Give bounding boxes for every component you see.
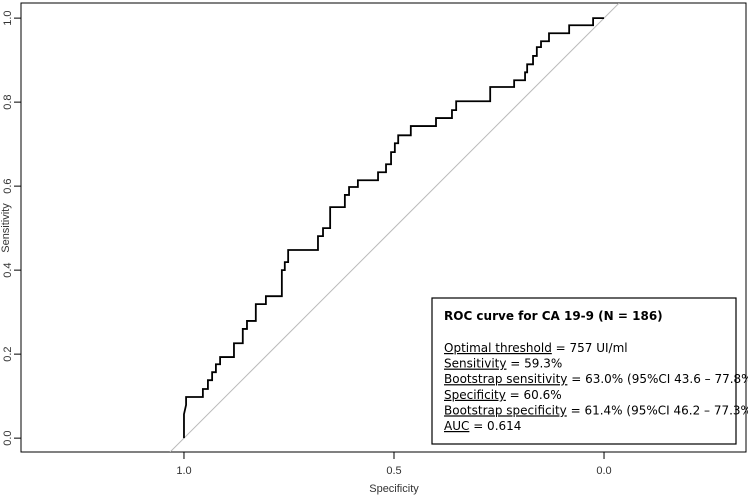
annotation-label: AUC (444, 419, 469, 433)
annotation-title: ROC curve for CA 19-9 (N = 186) (444, 309, 663, 323)
y-tick-label: 0.0 (2, 430, 14, 445)
annotation-text: = 0.614 (469, 419, 521, 433)
annotation-line: Bootstrap specificity = 61.4% (95%CI 46.… (444, 403, 748, 417)
x-tick-label: 0.5 (386, 465, 401, 477)
y-tick-label: 0.2 (2, 346, 14, 361)
annotation-box: ROC curve for CA 19-9 (N = 186) Optimal … (431, 297, 748, 445)
annotation-text: = 63.0% (95%CI 43.6 – 77.8%) (567, 372, 748, 386)
y-tick-label: 0.6 (2, 178, 14, 193)
x-tick-label: 0.0 (596, 465, 611, 477)
annotation-line: Bootstrap sensitivity = 63.0% (95%CI 43.… (444, 372, 748, 386)
annotation-label: Bootstrap sensitivity (444, 372, 567, 386)
annotation-text: = 59.3% (506, 357, 562, 371)
y-tick-label: 0.4 (2, 262, 14, 277)
annotation-line: Specificity = 60.6% (444, 388, 562, 402)
reference-line (169, 3, 620, 452)
y-tick-label: 0.8 (2, 94, 14, 109)
x-axis-label: Specificity (369, 483, 419, 495)
annotation-text: = 61.4% (95%CI 46.2 – 77.3%) (567, 403, 748, 417)
y-axis-label: Sensitivity (0, 203, 12, 253)
annotation-line: Sensitivity = 59.3% (444, 357, 562, 371)
annotation-frame (431, 297, 737, 445)
annotation-line: AUC = 0.614 (444, 419, 521, 433)
annotation-label: Specificity (444, 388, 506, 402)
y-tick-label: 1.0 (2, 10, 14, 25)
annotation-line: Optimal threshold = 757 UI/ml (444, 341, 628, 355)
annotation-text: = 60.6% (506, 388, 562, 402)
annotation-text: = 757 UI/ml (552, 341, 628, 355)
annotation-label: Optimal threshold (444, 341, 552, 355)
annotation-label: Sensitivity (444, 357, 506, 371)
annotation-label: Bootstrap specificity (444, 403, 567, 417)
roc-curve (183, 17, 605, 439)
x-tick-label: 1.0 (176, 465, 191, 477)
